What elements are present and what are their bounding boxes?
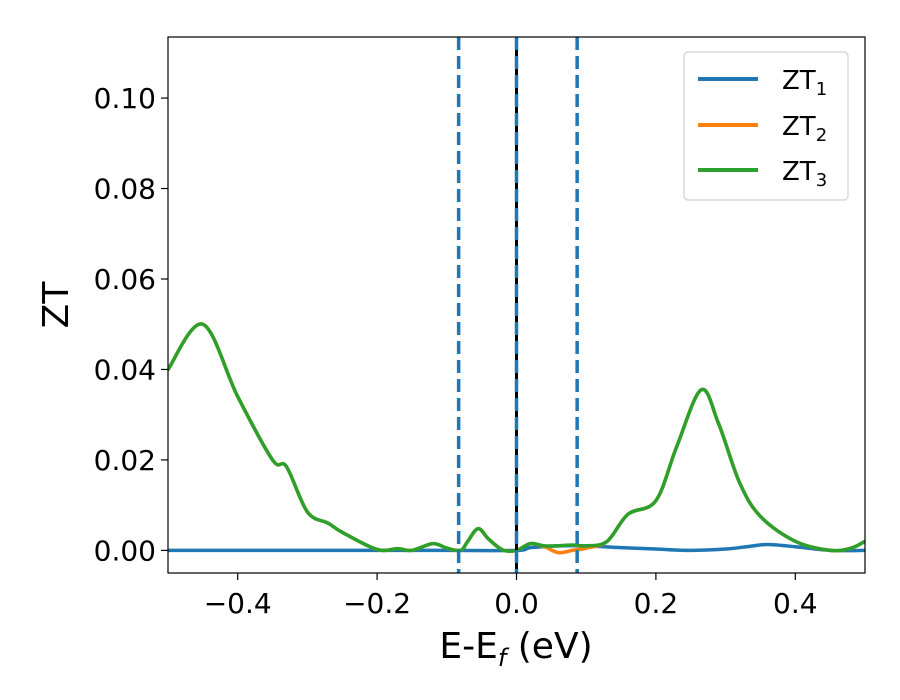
legend-label-zt2: ZT2 xyxy=(782,112,827,146)
y-tick-label: 0.08 xyxy=(94,173,156,206)
x-axis-title-unit: (eV) xyxy=(506,626,592,667)
x-tick-label: 0.4 xyxy=(773,587,818,620)
y-axis-title: ZT xyxy=(36,281,77,329)
legend-label-zt1: ZT1 xyxy=(782,66,827,100)
x-tick-label: −0.4 xyxy=(204,587,272,620)
x-tick-label: 0.0 xyxy=(494,587,539,620)
legend-box xyxy=(683,51,849,201)
x-tick-label: −0.2 xyxy=(343,587,411,620)
y-tick-label: 0.04 xyxy=(94,353,156,386)
x-axis-title-main: E-E xyxy=(439,626,497,667)
legend-label-zt3-sub: 3 xyxy=(816,170,827,191)
legend: ZT1 ZT2 ZT3 xyxy=(683,51,849,201)
y-tick-label: 0.02 xyxy=(94,444,156,477)
vline-layer xyxy=(456,37,579,573)
y-tick-label: 0.06 xyxy=(94,263,156,296)
legend-label-zt3: ZT3 xyxy=(782,157,827,191)
legend-label-zt2-main: ZT xyxy=(782,112,816,142)
y-axis: 0.00 0.02 0.04 0.06 0.08 0.10 xyxy=(94,82,168,567)
y-tick-label: 0.00 xyxy=(94,534,156,567)
legend-label-zt2-sub: 2 xyxy=(816,125,827,146)
series-layer xyxy=(168,322,865,555)
legend-label-zt3-main: ZT xyxy=(782,157,816,187)
legend-label-zt1-main: ZT xyxy=(782,66,816,96)
x-axis: −0.4 −0.2 0.0 0.2 0.4 xyxy=(204,573,818,620)
x-tick-label: 0.2 xyxy=(634,587,679,620)
y-tick-label: 0.10 xyxy=(94,82,156,115)
series-line-zt3 xyxy=(168,322,865,554)
legend-label-zt1-sub: 1 xyxy=(816,79,827,100)
x-axis-title: E-Ef (eV) xyxy=(439,626,592,672)
